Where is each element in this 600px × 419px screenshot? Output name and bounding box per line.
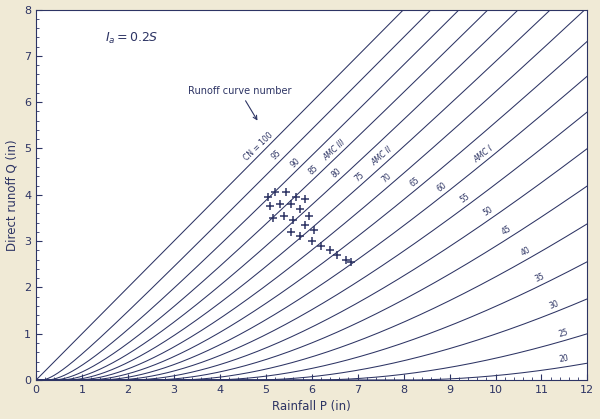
Text: AMC I: AMC I <box>472 144 495 164</box>
Text: 25: 25 <box>557 327 569 339</box>
Text: $I_a = 0.2S$: $I_a = 0.2S$ <box>105 31 158 46</box>
Text: 65: 65 <box>408 175 421 188</box>
Text: 45: 45 <box>500 224 514 237</box>
X-axis label: Rainfall P (in): Rainfall P (in) <box>272 401 351 414</box>
Text: 95: 95 <box>270 148 283 162</box>
Y-axis label: Direct runoff Q (in): Direct runoff Q (in) <box>5 139 19 251</box>
Text: 60: 60 <box>436 181 449 194</box>
Text: 40: 40 <box>519 246 532 258</box>
Text: 80: 80 <box>330 166 343 180</box>
Text: 50: 50 <box>482 205 495 218</box>
Text: AMC II: AMC II <box>370 145 394 168</box>
Text: 30: 30 <box>547 299 560 310</box>
Text: 55: 55 <box>459 191 472 204</box>
Text: 75: 75 <box>353 171 366 184</box>
Text: Runoff curve number: Runoff curve number <box>188 85 291 119</box>
Text: 70: 70 <box>380 172 394 185</box>
Text: 85: 85 <box>307 163 320 176</box>
Text: 35: 35 <box>533 272 546 284</box>
Text: CN = 100: CN = 100 <box>242 131 274 163</box>
Text: AMC III: AMC III <box>321 138 347 162</box>
Text: 90: 90 <box>288 156 302 169</box>
Text: 20: 20 <box>559 354 569 365</box>
